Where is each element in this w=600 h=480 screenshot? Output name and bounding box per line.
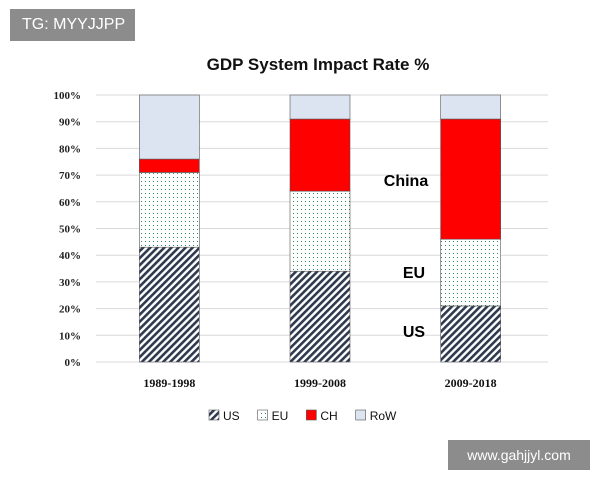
y-tick-label: 10% [59,330,81,342]
bar-segment-eu-1989-1998 [139,172,200,248]
y-tick-label: 90% [59,117,81,129]
legend-label-ch: CH [320,409,337,423]
y-tick-label: 60% [59,197,81,209]
legend: US EU CH RoW [208,409,397,423]
bar-segment-row-1989-1998 [139,94,200,160]
bar-segment-row-2009-2018 [440,94,501,120]
bar-segment-ch-1999-2008 [289,118,351,192]
bars [139,94,501,363]
x-category-label: 1999-2008 [294,376,346,390]
chart-title: GDP System Impact Rate % [207,55,430,74]
watermark-bottom-right: www.gahjjyl.com [448,440,590,470]
y-tick-label: 100% [54,90,82,102]
bar-segment-us-2009-2018 [440,305,501,363]
x-category-label: 1989-1998 [143,376,195,390]
legend-swatch-row [355,409,366,421]
y-tick-label: 0% [65,357,82,369]
annotation-china: China [384,173,429,190]
legend-label-us: US [223,409,240,423]
y-tick-label: 30% [59,277,81,289]
annotation-eu: EU [403,265,425,282]
watermark-top-left: TG: MYYJJPP [10,9,135,41]
legend-swatch-us [208,409,220,421]
legend-label-row: RoW [370,409,397,423]
y-tick-label: 40% [59,250,81,262]
y-tick-label: 50% [59,224,81,236]
x-axis-categories: 1989-1998 1999-2008 2009-2018 [143,376,496,390]
bar-segment-eu-1999-2008 [289,190,351,272]
x-category-label: 2009-2018 [445,376,497,390]
bar-segment-row-1999-2008 [289,94,351,120]
bar-segment-us-1999-2008 [289,270,351,363]
annotation-us: US [403,324,426,341]
bar-segment-eu-2009-2018 [440,238,501,307]
bar-segment-us-1989-1998 [139,246,200,363]
y-axis-ticks: 0% 10% 20% 30% 40% 50% 60% 70% 80% 90% 100% [54,90,82,369]
y-tick-label: 20% [59,304,81,316]
legend-swatch-eu [257,409,268,421]
bar-segment-ch-2009-2018 [440,118,501,240]
bar-segment-ch-1989-1998 [139,158,200,173]
legend-label-eu: EU [272,409,289,423]
y-tick-label: 70% [59,170,81,182]
y-tick-label: 80% [59,143,81,155]
legend-swatch-ch [306,409,317,421]
